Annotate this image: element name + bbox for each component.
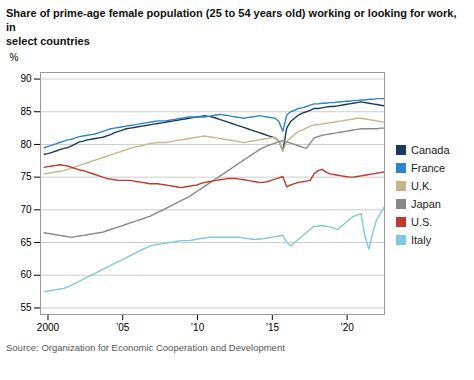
svg-text:’10: ’10 <box>191 322 205 333</box>
svg-text:80: 80 <box>20 139 32 150</box>
svg-text:65: 65 <box>20 237 32 248</box>
html-text:France: France <box>411 162 446 174</box>
html-text:Share of prime-age female popu: Share of prime-age female population (25… <box>6 7 457 33</box>
svg-text:85: 85 <box>20 106 32 117</box>
html-text:U.S.: U.S. <box>411 216 433 228</box>
svg-text:%: % <box>10 52 19 63</box>
svg-text:75: 75 <box>20 171 32 182</box>
svg-text:’20: ’20 <box>340 322 354 333</box>
svg-text:90: 90 <box>20 73 32 84</box>
svg-text:’15: ’15 <box>266 322 280 333</box>
svg-text:70: 70 <box>20 204 32 215</box>
html-text:U.K.: U.K. <box>411 180 433 192</box>
html-text:Italy: Italy <box>411 234 432 246</box>
svg-text:55: 55 <box>20 302 32 313</box>
svg-text:60: 60 <box>20 269 32 280</box>
svg-text:’05: ’05 <box>116 322 130 333</box>
html-text:Canada: Canada <box>411 144 450 156</box>
svg-text:2000: 2000 <box>37 322 60 333</box>
html-text:Japan: Japan <box>411 198 441 210</box>
html-text:Source: Organization for Econo: Source: Organization for Economic Cooper… <box>6 342 285 353</box>
html-text:select countries: select countries <box>6 35 90 47</box>
